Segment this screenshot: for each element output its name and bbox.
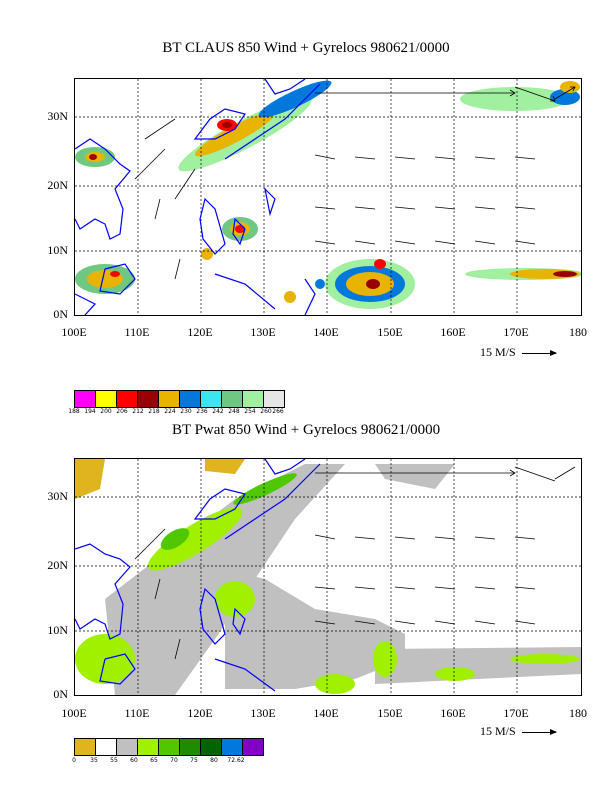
- panel2-ytick-20n: 20N: [47, 558, 68, 572]
- legend-swatch: [96, 739, 117, 755]
- panel1-xtick-120e: 120E: [187, 325, 213, 339]
- legend-label: 236: [196, 408, 208, 415]
- legend-swatch: [180, 391, 201, 407]
- panel1-ytick-10n: 10N: [47, 243, 68, 257]
- panel2-xtick-130e: 130E: [250, 706, 276, 720]
- panel2-pwat-fields: [75, 459, 581, 695]
- panel1-xtick-180: 180: [569, 325, 587, 339]
- panel1-map: [74, 78, 582, 316]
- panel2-coastlines: [75, 459, 321, 692]
- panel2-xtick-100e: 100E: [61, 706, 87, 720]
- legend-label: 80: [210, 757, 218, 764]
- legend-swatch: [222, 739, 243, 755]
- panel2-xtick-180: 180: [569, 706, 587, 720]
- panel2-wind-vectors: [134, 466, 576, 660]
- panel1-map-layers: [75, 79, 581, 315]
- panel2-xtick-150e: 150E: [377, 706, 403, 720]
- legend-label: 200: [100, 408, 112, 415]
- panel2-map: [74, 458, 582, 696]
- panel1-ytick-0n: 0N: [53, 307, 68, 321]
- legend-label: 224: [164, 408, 176, 415]
- legend-swatch: [222, 391, 243, 407]
- legend-label: 212: [132, 408, 144, 415]
- legend-label: 266: [272, 408, 284, 415]
- legend-label: 254: [244, 408, 256, 415]
- legend-label: 35: [90, 757, 98, 764]
- legend-swatch: [243, 391, 264, 407]
- legend-swatch: [159, 391, 180, 407]
- legend-swatch: [243, 739, 263, 755]
- legend-swatch: [180, 739, 201, 755]
- panel1-color-legend: [74, 390, 285, 408]
- panel2-xtick-170e: 170E: [503, 706, 529, 720]
- legend-label: 55: [110, 757, 118, 764]
- panel1-cloud-fields: [75, 80, 581, 309]
- panel1-ytick-20n: 20N: [47, 178, 68, 192]
- legend-swatch: [138, 391, 159, 407]
- panel2-map-layers: [75, 459, 581, 695]
- legend-label: 72.62: [227, 757, 245, 764]
- legend-swatch: [117, 739, 138, 755]
- legend-swatch: [75, 739, 96, 755]
- legend-label: 260: [260, 408, 272, 415]
- legend-swatch: [75, 391, 96, 407]
- legend-swatch: [201, 739, 222, 755]
- legend-label: 248: [228, 408, 240, 415]
- panel1-xtick-100e: 100E: [61, 325, 87, 339]
- legend-label: 242: [212, 408, 224, 415]
- legend-swatch: [159, 739, 180, 755]
- panel2-legend-labels: 0 35 55 60 65 70 75 80 72.62: [68, 757, 268, 767]
- panel2-gridlines: [75, 459, 581, 695]
- legend-swatch: [117, 391, 138, 407]
- panel2-xtick-110e: 110E: [124, 706, 150, 720]
- legend-label: 188: [68, 408, 80, 415]
- legend-label: 206: [116, 408, 128, 415]
- panel1-xtick-150e: 150E: [377, 325, 403, 339]
- panel2-color-legend: [74, 738, 264, 756]
- panel2-reference-label: 15 M/S: [480, 724, 516, 738]
- panel1-reference-vector: 15 M/S: [480, 345, 557, 360]
- legend-label: 75: [190, 757, 198, 764]
- panel1-xtick-110e: 110E: [124, 325, 150, 339]
- legend-label: 194: [84, 408, 96, 415]
- panel1-title: BT CLAUS 850 Wind + Gyrelocs 980621/0000: [162, 40, 450, 56]
- panel1-ytick-30n: 30N: [47, 109, 68, 123]
- panel1-xtick-170e: 170E: [503, 325, 529, 339]
- panel1-wind-vectors: [134, 86, 576, 280]
- panel1-xtick-140e: 140E: [313, 325, 339, 339]
- reference-arrow-icon: [521, 349, 557, 356]
- panel2-xtick-160e: 160E: [440, 706, 466, 720]
- panel2-title: BT Pwat 850 Wind + Gyrelocs 980621/0000: [171, 422, 441, 438]
- legend-label: 230: [180, 408, 192, 415]
- legend-label: 218: [148, 408, 160, 415]
- panel2-reference-vector: 15 M/S: [480, 724, 557, 739]
- legend-swatch: [138, 739, 159, 755]
- panel1-xtick-130e: 130E: [250, 325, 276, 339]
- legend-label: 60: [130, 757, 138, 764]
- panel1-coastlines: [75, 79, 321, 315]
- panel1-legend-labels: 188 194 200 206 212 218 224 230 236 242 …: [68, 408, 288, 418]
- panel1-gridlines: [75, 79, 581, 315]
- panel2-xtick-120e: 120E: [187, 706, 213, 720]
- panel2-ytick-30n: 30N: [47, 489, 68, 503]
- panel2-ytick-0n: 0N: [53, 687, 68, 701]
- panel2-xtick-140e: 140E: [313, 706, 339, 720]
- reference-arrow-icon: [521, 728, 557, 735]
- panel1-reference-label: 15 M/S: [480, 345, 516, 359]
- legend-swatch: [264, 391, 284, 407]
- panel2-ytick-10n: 10N: [47, 623, 68, 637]
- legend-swatch: [201, 391, 222, 407]
- legend-swatch: [96, 391, 117, 407]
- legend-label: 70: [170, 757, 178, 764]
- legend-label: 0: [72, 757, 76, 764]
- panel1-xtick-160e: 160E: [440, 325, 466, 339]
- legend-label: 65: [150, 757, 158, 764]
